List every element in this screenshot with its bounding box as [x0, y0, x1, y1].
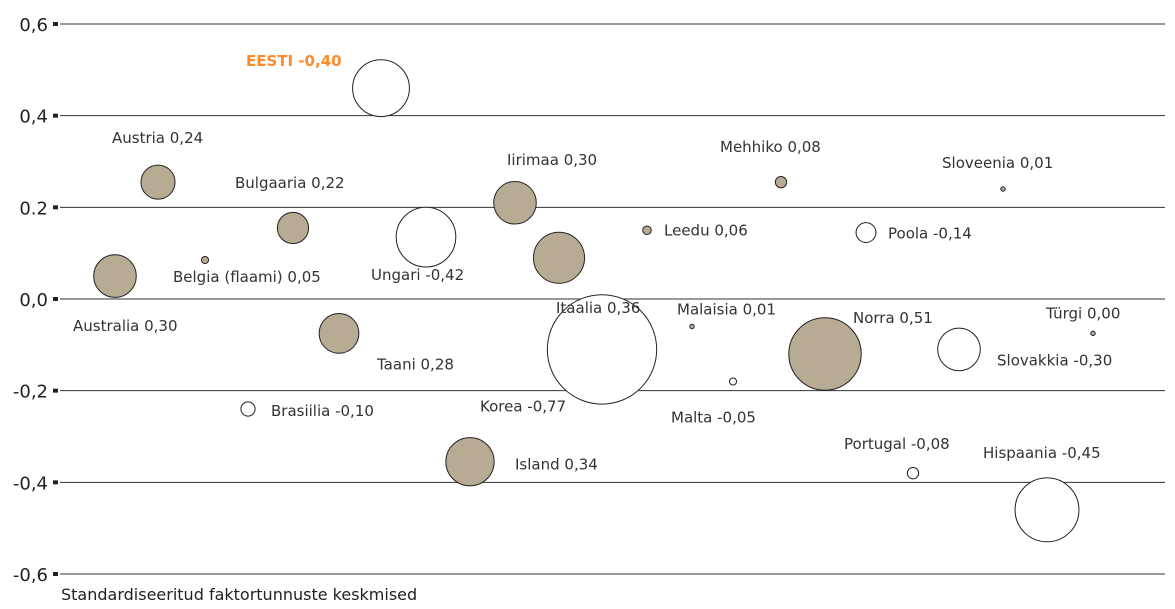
y-tick-label: 0.2 — [19, 198, 48, 219]
bubble — [318, 312, 360, 354]
bubble-label: Australia 0,30 — [73, 317, 178, 335]
bubble — [1014, 477, 1080, 543]
bubble-label: Türgi 0,00 — [1045, 304, 1120, 322]
bubble — [788, 317, 862, 391]
bubble-label: Norra 0,51 — [853, 309, 933, 327]
bubble — [445, 437, 495, 487]
tick-mark — [53, 205, 58, 210]
bubble — [1090, 330, 1096, 337]
y-tick-label: 0,0 — [19, 290, 48, 311]
bubble-label: Malaisia 0,01 — [677, 301, 776, 319]
y-tick-label: -0,6 — [13, 565, 48, 586]
bubble — [140, 164, 176, 200]
bubble — [728, 377, 738, 386]
tick-mark — [53, 22, 58, 26]
tick-mark — [53, 388, 58, 393]
bubble — [93, 254, 137, 298]
bubble-label: Island 0,34 — [515, 456, 598, 474]
bubble — [352, 59, 410, 118]
tick-mark — [53, 113, 58, 118]
bubble-label: Itaalia 0,36 — [556, 299, 640, 317]
bubble — [906, 466, 920, 480]
y-tick-label: 0,6 — [19, 15, 48, 36]
tick-mark — [53, 480, 58, 485]
bubble-label: Korea -0,77 — [480, 397, 566, 415]
tick-mark — [53, 572, 58, 576]
bubble-label: Poola -0,14 — [888, 225, 972, 243]
bubble-label: Ungari -0,42 — [371, 266, 464, 284]
bubble-label: Slovakkia -0,30 — [997, 351, 1112, 369]
bubble — [855, 222, 877, 243]
bubble-label: Malta -0,05 — [671, 409, 756, 427]
bubble — [689, 323, 695, 330]
y-tick-label: -0,2 — [13, 382, 48, 403]
bubble-label: Bulgaaria 0,22 — [235, 174, 345, 192]
y-tick-label: 0,4 — [19, 107, 48, 128]
bubble — [1000, 186, 1006, 192]
y-tick-label: -0,4 — [13, 473, 48, 494]
bubble — [240, 401, 256, 417]
tick-mark — [53, 297, 58, 301]
bubble — [276, 211, 310, 245]
bubble-label: Brasiilia -0,10 — [271, 402, 374, 420]
bubble — [200, 255, 210, 265]
bubble-label: EESTI -0,40 — [246, 52, 342, 70]
bubble-label: Hispaania -0,45 — [983, 444, 1101, 462]
y-axis-ticks: 0,6 0,4 0.2 0,0 -0,2 -0,4 -0,6 — [13, 15, 58, 586]
bubble — [937, 327, 981, 372]
bubble — [642, 225, 652, 236]
bubble — [395, 206, 457, 268]
bubble — [532, 231, 586, 284]
bubble-label: Mehhiko 0,08 — [720, 138, 821, 156]
bubble-label: Sloveenia 0,01 — [942, 154, 1053, 172]
bubble-label: Austria 0,24 — [112, 129, 203, 147]
x-axis-label: Standardiseeritud faktortunnuste keskmis… — [61, 585, 417, 604]
bubbles — [93, 59, 1096, 543]
bubble-label: Belgia (flaami) 0,05 — [173, 268, 321, 286]
bubble — [493, 180, 537, 225]
bubble — [774, 175, 788, 189]
bubble-labels: EESTI -0,40 Austria 0,24 Bulgaaria 0,22 Iir… — [73, 52, 1120, 474]
bubble-label: Taani 0,28 — [376, 355, 454, 373]
bubble — [546, 294, 658, 405]
bubble-label: Portugal -0,08 — [844, 435, 950, 453]
bubble-label: Leedu 0,06 — [664, 221, 748, 239]
bubble-label: Iirimaa 0,30 — [507, 151, 597, 169]
